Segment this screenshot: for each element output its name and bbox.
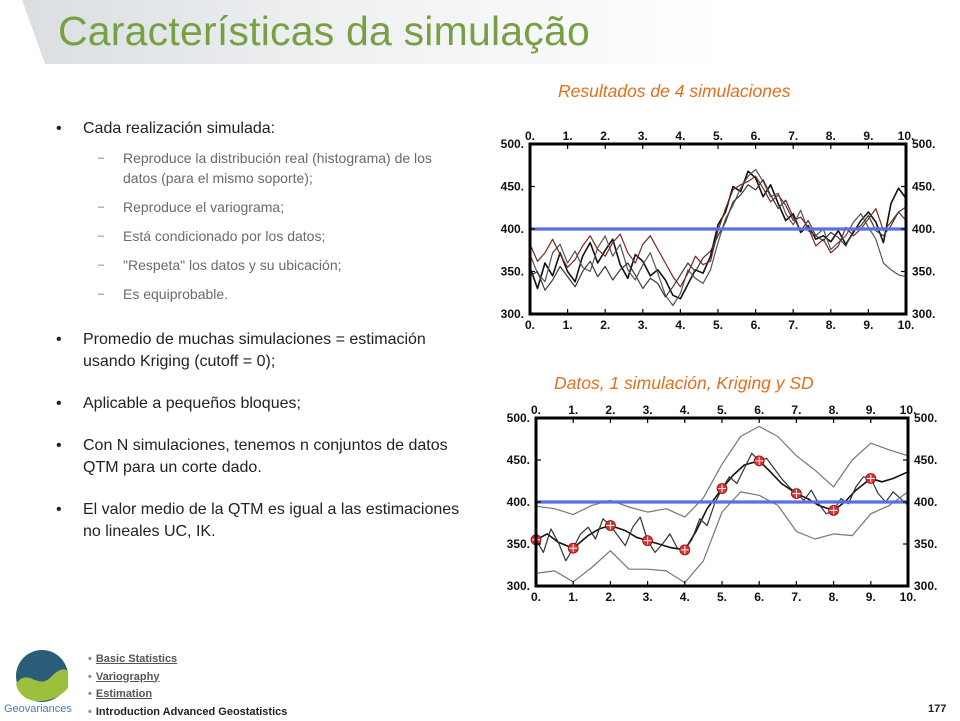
x-tick-label-bottom: 3.	[638, 318, 648, 332]
logo-text: Geovariances	[4, 703, 72, 715]
y-tick-label-left: 500.	[507, 411, 530, 425]
x-tick-label-bottom: 1.	[563, 318, 573, 332]
y-tick-label-right: 300.	[912, 307, 935, 321]
x-tick-label-top: 8.	[829, 403, 839, 417]
x-tick-label-bottom: 7.	[788, 318, 798, 332]
x-tick-label-bottom: 3.	[643, 590, 653, 604]
y-tick-label-right: 500.	[912, 137, 935, 151]
y-tick-label-left: 400.	[507, 495, 530, 509]
x-tick-label-bottom: 8.	[829, 590, 839, 604]
sub-bullet-3: Está condicionado por los datos;	[56, 226, 461, 246]
y-tick-label-left: 350.	[507, 537, 530, 551]
chart-2-title: Datos, 1 simulación, Kriging y SD	[554, 373, 814, 394]
x-tick-label-bottom: 8.	[826, 318, 836, 332]
nav-bullet: •	[88, 688, 92, 700]
x-tick-label-bottom: 2.	[605, 590, 615, 604]
bullet-2: Promedio de muchas simulaciones = estima…	[56, 329, 461, 373]
x-tick-label-top: 7.	[788, 129, 798, 143]
y-tick-label-right: 500.	[914, 411, 937, 425]
x-tick-label-top: 6.	[754, 403, 764, 417]
nav-link-basic-statistics[interactable]: Basic Statistics	[96, 653, 177, 665]
x-tick-label-bottom: 5.	[713, 318, 723, 332]
bullet-3: Aplicable a pequeños bloques;	[56, 393, 461, 415]
y-tick-label-left: 450.	[501, 180, 524, 194]
x-tick-label-top: 3.	[638, 129, 648, 143]
chart-1-title: Resultados de 4 simulaciones	[558, 81, 791, 102]
nav-link-variography[interactable]: Variography	[96, 671, 160, 683]
y-tick-label-left: 400.	[501, 222, 524, 236]
x-tick-label-top: 4.	[680, 403, 690, 417]
nav-link-estimation[interactable]: Estimation	[96, 688, 152, 700]
x-tick-label-bottom: 9.	[863, 318, 873, 332]
bullet-list: Cada realización simulada: Reproduce la …	[56, 118, 461, 543]
nav-item-advanced-geostatistics: • Introduction Advanced Geostatistics	[88, 704, 287, 721]
x-tick-label-top: 2.	[600, 129, 610, 143]
sub-bullet-5: Es equiprobable.	[56, 284, 461, 304]
y-tick-label-left: 300.	[507, 579, 530, 593]
bullet-1: Cada realización simulada:	[56, 118, 461, 140]
x-tick-label-top: 9.	[863, 129, 873, 143]
x-tick-label-top: 5.	[713, 129, 723, 143]
x-tick-label-bottom: 6.	[754, 590, 764, 604]
x-tick-label-top: 1.	[568, 403, 578, 417]
sub-bullet-4: "Respeta" los datos y su ubicación;	[56, 255, 461, 275]
nav-item-basic-statistics: • Basic Statistics	[88, 651, 287, 669]
chart-2: 0. 0. 1. 1. 2. 2. 3. 3. 4. 4. 5. 5. 6. 6. 7. 7. 8. 8. 9. 9.…	[476, 398, 946, 606]
x-tick-label-bottom: 5.	[717, 590, 727, 604]
x-tick-label-bottom: 7.	[791, 590, 801, 604]
x-tick-label-top: 2.	[605, 403, 615, 417]
bullet-5: El valor medio de la QTM es igual a las …	[56, 499, 461, 543]
x-tick-label-top: 6.	[751, 129, 761, 143]
x-tick-label-top: 0.	[531, 403, 541, 417]
x-tick-label-top: 4.	[675, 129, 685, 143]
x-tick-label-top: 9.	[866, 403, 876, 417]
bullet-4: Con N simulaciones, tenemos n conjuntos …	[56, 435, 461, 479]
y-tick-label-right: 400.	[914, 495, 937, 509]
nav-item-estimation: • Estimation	[88, 686, 287, 704]
sub-bullet-1: Reproduce la distribución real (histogra…	[56, 148, 461, 188]
chart-1: 0. 0. 1. 1. 2. 2. 3. 3. 4. 4. 5. 5. 6. 6. 7. 7. 8. 8. 9. 9.…	[476, 120, 946, 336]
sub-bullet-list: Reproduce la distribución real (histogra…	[56, 148, 461, 304]
x-tick-label-top: 0.	[525, 129, 535, 143]
x-tick-label-top: 8.	[826, 129, 836, 143]
nav-bullet: •	[88, 671, 92, 683]
x-tick-label-bottom: 4.	[675, 318, 685, 332]
x-tick-label-bottom: 4.	[680, 590, 690, 604]
page-number: 177	[928, 703, 946, 715]
nav-current-advanced-geostatistics: Introduction Advanced Geostatistics	[96, 706, 288, 718]
y-tick-label-left: 500.	[501, 137, 524, 151]
sub-bullet-2: Reproduce el variograma;	[56, 197, 461, 217]
footer-nav: • Basic Statistics • Variography • Estimati…	[88, 651, 287, 721]
slide-title: Características da simulação	[58, 8, 590, 55]
x-tick-label-bottom: 1.	[568, 590, 578, 604]
y-tick-label-right: 300.	[914, 579, 937, 593]
x-tick-label-bottom: 9.	[866, 590, 876, 604]
nav-item-variography: • Variography	[88, 669, 287, 687]
x-tick-label-bottom: 0.	[525, 318, 535, 332]
y-tick-label-right: 450.	[914, 453, 937, 467]
y-tick-label-right: 350.	[914, 537, 937, 551]
y-tick-label-left: 350.	[501, 265, 524, 279]
y-tick-label-right: 350.	[912, 265, 935, 279]
y-tick-label-right: 400.	[912, 222, 935, 236]
y-tick-label-left: 450.	[507, 453, 530, 467]
y-tick-label-right: 450.	[912, 180, 935, 194]
x-tick-label-top: 1.	[563, 129, 573, 143]
x-tick-label-bottom: 2.	[600, 318, 610, 332]
x-tick-label-bottom: 6.	[751, 318, 761, 332]
x-tick-label-top: 5.	[717, 403, 727, 417]
nav-bullet: •	[88, 653, 92, 665]
nav-bullet: •	[88, 706, 92, 718]
x-tick-label-top: 3.	[643, 403, 653, 417]
x-tick-label-bottom: 0.	[531, 590, 541, 604]
x-tick-label-top: 7.	[791, 403, 801, 417]
y-tick-label-left: 300.	[501, 307, 524, 321]
